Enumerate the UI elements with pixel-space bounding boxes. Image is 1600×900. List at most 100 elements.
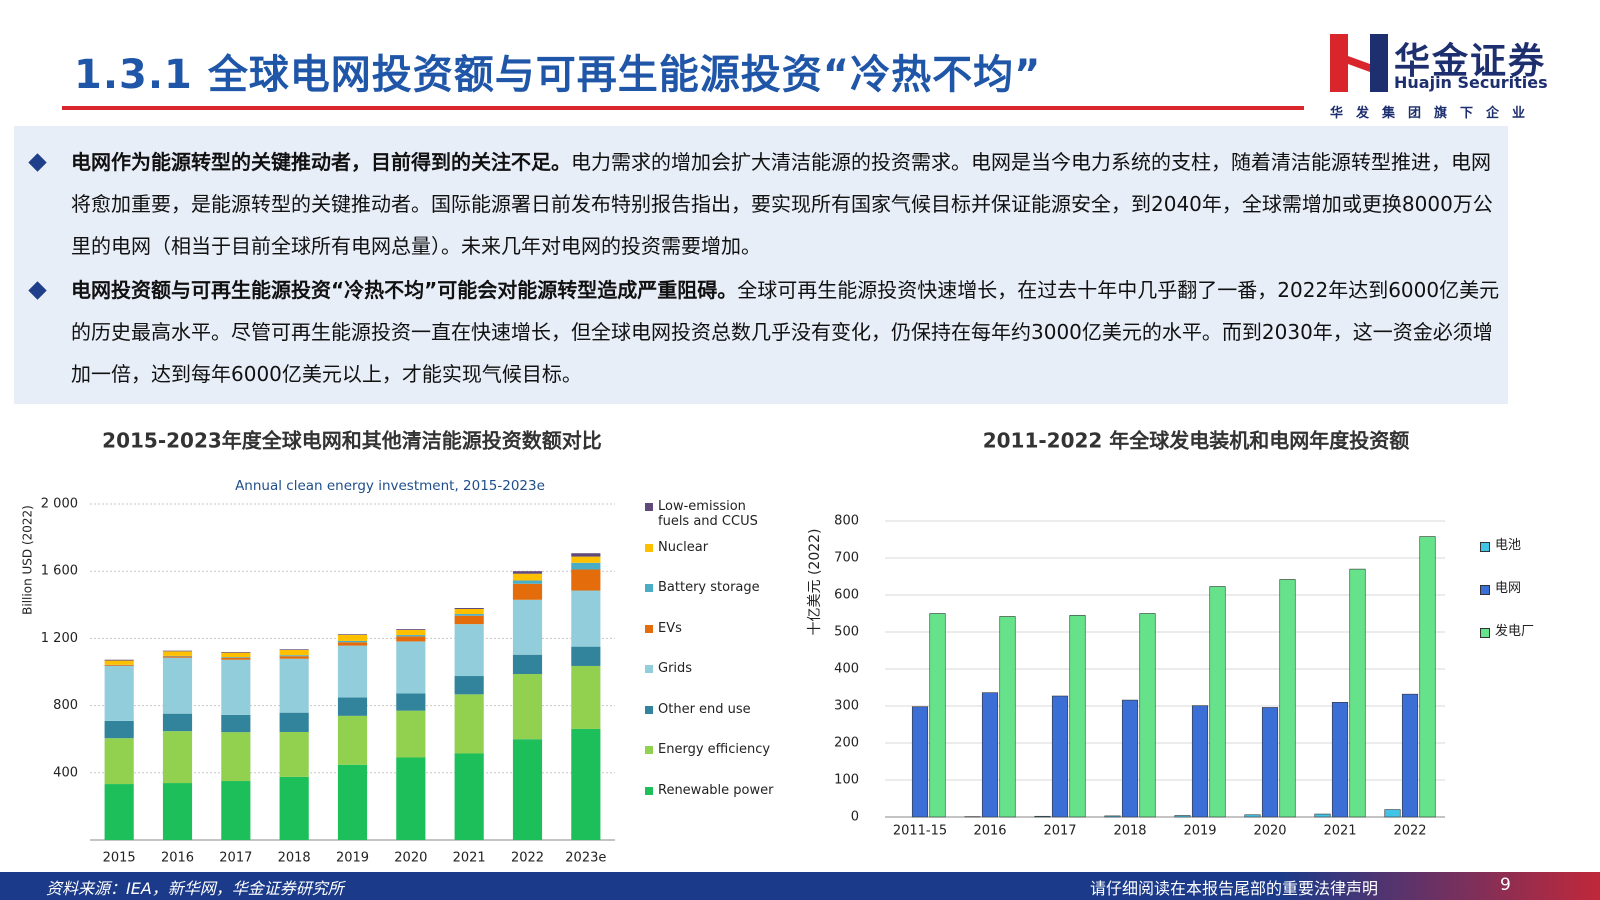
bullet-lead: 电网投资额与可再生能源投资“冷热不均”可能会对能源转型造成严重阻碍。: [71, 278, 738, 302]
bar-segment: [454, 624, 484, 677]
bar: [1279, 579, 1296, 818]
bar-segment: [337, 634, 368, 635]
bar-segment: [279, 649, 309, 656]
bar-segment: [396, 693, 426, 711]
legend-swatch: [645, 624, 653, 633]
x-tick-label: 2020: [1253, 824, 1286, 839]
legend-swatch: [1480, 628, 1490, 638]
legend-label: EVs: [658, 620, 682, 636]
legend-swatch: [645, 705, 653, 714]
bar-segment: [162, 651, 193, 656]
bar: [1034, 815, 1051, 818]
bar: [1209, 586, 1226, 818]
legend-item: Low-emission fuels and CCUS: [645, 499, 775, 529]
bar: [1419, 536, 1436, 818]
bar-segment: [162, 731, 193, 784]
bar-segment: [162, 656, 193, 658]
bar-segment: [571, 556, 601, 563]
y-tick-label: 2 000: [41, 497, 78, 512]
slide-title: 1.3.1 全球电网投资额与可再生能源投资“冷热不均”: [74, 52, 1042, 98]
bar-segment: [454, 694, 484, 754]
bar-segment: [454, 607, 484, 609]
legend-item: Nuclear: [645, 540, 775, 555]
y-tick-label: 800: [53, 698, 78, 713]
bar-segment: [337, 634, 368, 641]
bar-segment: [337, 645, 368, 698]
bar: [1384, 809, 1401, 818]
x-tick-label: 2011-15: [893, 824, 947, 839]
bullet-text: 全球可再生能源投资快速增长，在过去十年中几乎翻了一番，2022年达到6000亿美…: [71, 278, 1500, 386]
x-tick-label: 2016: [973, 824, 1006, 839]
charts: 2015-2023年度全球电网和其他清洁能源投资数额对比 Annual clea…: [21, 429, 1445, 866]
x-tick-label: 2018: [278, 851, 311, 866]
legend-swatch: [645, 786, 653, 795]
bar-segment: [104, 660, 134, 665]
bar-segment: [571, 665, 601, 729]
bullet: 电网投资额与可再生能源投资“冷热不均”可能会对能源转型造成严重阻碍。全球可再生能…: [71, 269, 1501, 395]
bar: [911, 706, 929, 818]
y-tick-label: 1 600: [41, 564, 78, 579]
bar-segment: [221, 652, 251, 658]
bar-segment: [454, 615, 484, 625]
legend-label: Other end use: [658, 701, 751, 717]
bar-segment: [396, 641, 426, 694]
y-tick-label: 0: [851, 810, 859, 825]
legend-item: Other end use: [645, 702, 775, 717]
x-tick-label: 2022: [511, 851, 544, 866]
page-number: 9: [1500, 875, 1511, 895]
bar-segment: [512, 599, 543, 655]
bar: [1331, 701, 1349, 818]
legend-swatch: [645, 543, 653, 552]
legend-item: Grids: [645, 661, 775, 676]
bar-segment: [104, 659, 134, 661]
bar: [1261, 707, 1279, 818]
y-tick-label: 600: [834, 588, 859, 603]
x-tick-label: 2021: [1323, 824, 1356, 839]
bar-segment: [512, 571, 543, 574]
bar-segment: [279, 731, 309, 777]
bar-segment: [104, 784, 134, 840]
logo-mark: [1330, 34, 1388, 92]
bar-segment: [279, 656, 309, 659]
bar-segment: [104, 665, 134, 721]
bar-segment: [221, 659, 251, 715]
legend-item: 电网: [1480, 581, 1560, 596]
bar-segment: [221, 657, 251, 660]
y-tick-label: 500: [834, 625, 859, 640]
bar-segment: [571, 569, 601, 591]
legend-label: Renewable power: [658, 782, 774, 798]
legend-label: Battery storage: [658, 580, 760, 595]
bar-segment: [512, 583, 543, 600]
legend-swatch: [1480, 542, 1490, 552]
bar-segment: [512, 580, 543, 584]
x-tick-label: 2022: [1393, 824, 1426, 839]
bar-segment: [337, 697, 368, 716]
legend-label: Grids: [658, 661, 693, 676]
y-tick-label: 700: [834, 551, 859, 566]
bar: [1314, 813, 1331, 818]
title-rule: [62, 106, 1304, 110]
bar-segment: [512, 674, 543, 740]
legend-label: 发电厂: [1495, 624, 1535, 639]
bar-segment: [454, 676, 484, 695]
x-tick-label: 2017: [219, 851, 252, 866]
bar-segment: [221, 652, 251, 653]
x-tick-label: 2023e: [565, 851, 606, 866]
bullet-lead: 电网作为能源转型的关键推动者，目前得到的关注不足。: [71, 150, 571, 174]
y-tick-label: 400: [834, 662, 859, 677]
y-axis-label: 十亿美元 (2022): [807, 528, 823, 635]
bar-segment: [104, 738, 134, 785]
bar-segment: [571, 562, 601, 570]
bar-segment: [571, 590, 601, 647]
legend-label: Energy efficiency: [658, 742, 771, 757]
bar-segment: [104, 720, 134, 739]
bar: [1244, 814, 1261, 818]
x-tick-label: 2019: [1183, 824, 1216, 839]
x-tick-label: 2016: [161, 851, 194, 866]
bar-segment: [571, 553, 601, 557]
bar-segment: [104, 665, 134, 666]
legend-swatch: [645, 503, 653, 511]
chart-title: 2011-2022 年全球发电装机和电网年度投资额: [983, 429, 1410, 453]
bar-segment: [221, 714, 251, 733]
